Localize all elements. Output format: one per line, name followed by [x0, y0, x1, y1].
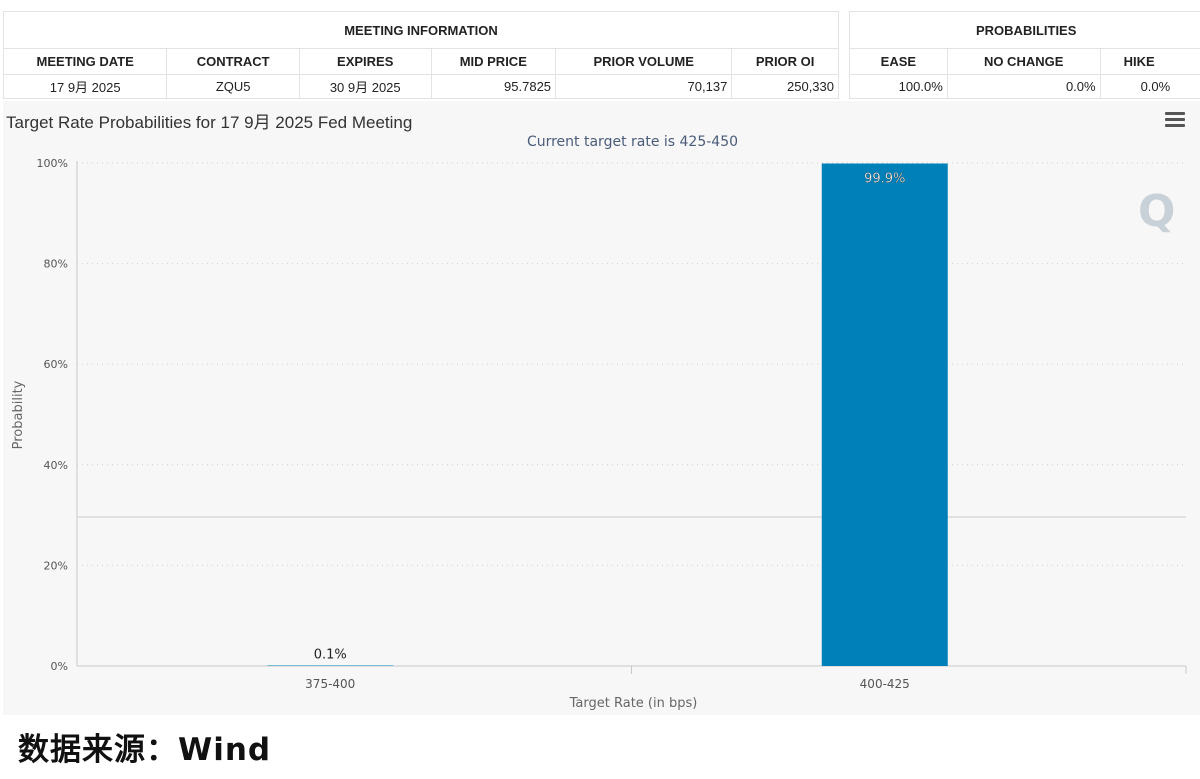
cell-prior-oi: 250,330: [731, 74, 839, 99]
cell-no-change: 0.0%: [946, 74, 1101, 99]
y-axis-title: Probability: [11, 380, 26, 449]
y-tick-label: 80%: [44, 258, 68, 271]
cell-ease: 100.0%: [849, 74, 948, 99]
x-tick-label: 400-425: [860, 677, 910, 691]
hamburger-menu-icon[interactable]: [1165, 112, 1185, 130]
source-label: 数据来源：Wind: [18, 732, 272, 768]
data-label: 0.1%: [314, 647, 347, 662]
cell-expires: 30 9月 2025: [298, 74, 432, 99]
cell-meeting-date: 17 9月 2025: [2, 74, 168, 99]
y-tick-label: 100%: [37, 157, 68, 170]
data-label: 99.9%: [864, 172, 905, 187]
cell-hike: 0.0%: [1099, 74, 1200, 99]
bar: [267, 665, 394, 666]
q-logo-icon: Q: [1138, 186, 1176, 237]
x-tick-label: 375-400: [305, 677, 355, 691]
cell-contract: ZQU5: [166, 74, 300, 99]
chart-area: [3, 101, 1200, 715]
y-tick-label: 20%: [44, 559, 68, 572]
chart-title: Target Rate Probabilities for 17 9月 2025…: [6, 113, 413, 132]
y-tick-label: 60%: [44, 358, 68, 371]
y-tick-label: 40%: [44, 459, 68, 472]
chart-subtitle: Current target rate is 425-450: [526, 134, 739, 150]
cell-prior-volume: 70,137: [555, 74, 733, 99]
x-axis-title: Target Rate (in bps): [569, 696, 698, 711]
header-prior-oi: PRIOR OI: [731, 48, 839, 75]
bar: [821, 163, 948, 667]
y-tick-label: 0%: [51, 660, 68, 673]
header-expires: EXPIRES: [298, 48, 432, 75]
probabilities-table: PROBABILITIES EASE NO CHANGE HIKE 100.0%…: [849, 11, 1200, 99]
meeting-information-table: MEETING INFORMATION MEETING DATE CONTRAC…: [2, 11, 839, 99]
probabilities-title: PROBABILITIES: [849, 11, 1200, 49]
header-tables: MEETING INFORMATION MEETING DATE CONTRAC…: [0, 0, 1200, 100]
meeting-information-title: MEETING INFORMATION: [3, 11, 839, 49]
header-meeting-date: MEETING DATE: [2, 48, 168, 75]
